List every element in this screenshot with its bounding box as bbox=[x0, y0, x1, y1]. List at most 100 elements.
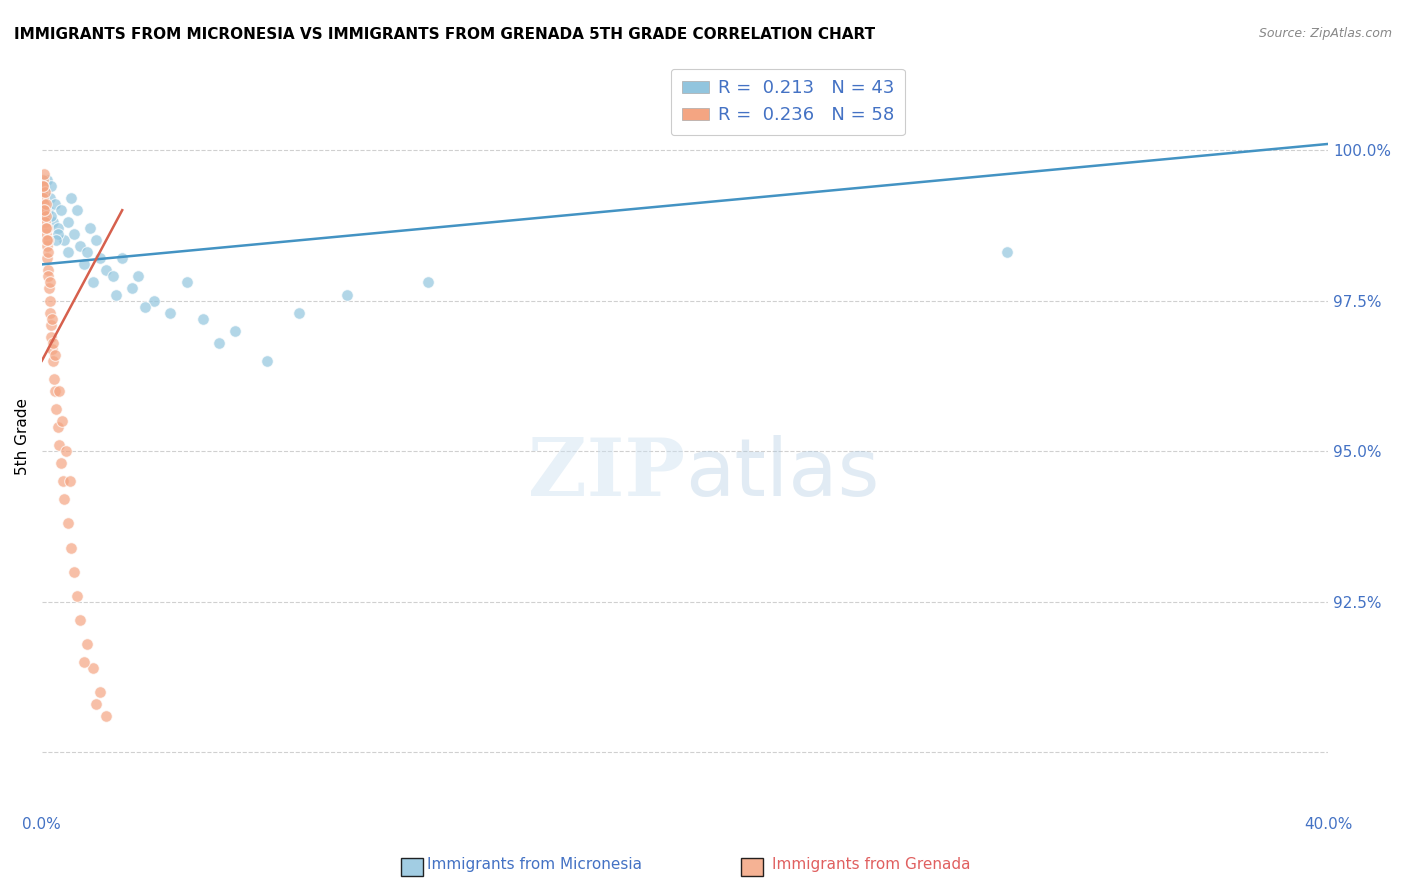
Point bbox=[76, 637, 98, 651]
Point bbox=[121, 281, 143, 295]
Point bbox=[86, 697, 108, 711]
Point bbox=[134, 300, 156, 314]
Point bbox=[224, 324, 246, 338]
Point bbox=[176, 276, 198, 290]
Point bbox=[41, 329, 63, 343]
Point bbox=[79, 221, 101, 235]
Point bbox=[94, 709, 117, 723]
Point bbox=[38, 293, 60, 308]
Text: Immigrants from Micronesia: Immigrants from Micronesia bbox=[427, 857, 641, 872]
Point bbox=[35, 209, 58, 223]
Point bbox=[32, 191, 55, 205]
Point bbox=[63, 227, 86, 242]
Point bbox=[86, 233, 108, 247]
Point bbox=[42, 353, 65, 368]
Point bbox=[35, 221, 58, 235]
Text: Source: ZipAtlas.com: Source: ZipAtlas.com bbox=[1258, 27, 1392, 40]
Point bbox=[38, 281, 60, 295]
Point bbox=[41, 342, 63, 356]
Point bbox=[39, 318, 62, 332]
Point bbox=[34, 185, 56, 199]
Point bbox=[101, 269, 124, 284]
Point bbox=[31, 185, 53, 199]
Point bbox=[53, 233, 76, 247]
Point bbox=[76, 245, 98, 260]
Point bbox=[159, 305, 181, 319]
Point bbox=[59, 191, 82, 205]
Y-axis label: 5th Grade: 5th Grade bbox=[15, 398, 30, 475]
Point bbox=[416, 276, 439, 290]
Point bbox=[32, 197, 55, 211]
Point bbox=[53, 492, 76, 507]
Point bbox=[37, 203, 59, 218]
Point bbox=[46, 227, 69, 242]
Point bbox=[35, 233, 58, 247]
Point bbox=[35, 173, 58, 187]
Point bbox=[34, 209, 56, 223]
Point bbox=[42, 335, 65, 350]
Point bbox=[35, 227, 58, 242]
Point bbox=[32, 179, 55, 194]
Point bbox=[104, 287, 127, 301]
Point bbox=[69, 239, 91, 253]
Point bbox=[39, 305, 62, 319]
Point bbox=[49, 456, 72, 470]
Point bbox=[89, 685, 111, 699]
Text: atlas: atlas bbox=[685, 434, 879, 513]
Point bbox=[56, 215, 79, 229]
Point bbox=[44, 384, 66, 398]
Point bbox=[56, 245, 79, 260]
Point bbox=[38, 191, 60, 205]
Text: Immigrants from Grenada: Immigrants from Grenada bbox=[772, 857, 972, 872]
Point bbox=[51, 414, 73, 428]
Point bbox=[208, 335, 231, 350]
Point bbox=[52, 475, 75, 489]
Point bbox=[37, 245, 59, 260]
Point bbox=[49, 203, 72, 218]
Point bbox=[34, 215, 56, 229]
Point bbox=[41, 209, 63, 223]
Point bbox=[31, 173, 53, 187]
Point bbox=[34, 203, 56, 218]
Point bbox=[72, 257, 94, 271]
Point bbox=[42, 215, 65, 229]
Point bbox=[143, 293, 166, 308]
Point bbox=[127, 269, 149, 284]
Point bbox=[55, 444, 77, 458]
Point bbox=[37, 233, 59, 247]
Point bbox=[45, 233, 67, 247]
Point bbox=[34, 185, 56, 199]
Point bbox=[288, 305, 311, 319]
Point bbox=[256, 353, 278, 368]
Point bbox=[45, 401, 67, 416]
Point bbox=[46, 221, 69, 235]
Point bbox=[72, 655, 94, 669]
Point bbox=[37, 269, 59, 284]
Point bbox=[46, 420, 69, 434]
Point bbox=[191, 311, 214, 326]
Point bbox=[44, 348, 66, 362]
Point bbox=[34, 221, 56, 235]
Point bbox=[66, 203, 89, 218]
Point bbox=[82, 276, 104, 290]
Point bbox=[69, 613, 91, 627]
Point bbox=[336, 287, 359, 301]
Point bbox=[111, 252, 134, 266]
Point bbox=[995, 245, 1018, 260]
Point bbox=[41, 179, 63, 194]
Point bbox=[38, 276, 60, 290]
Text: ZIP: ZIP bbox=[529, 434, 685, 513]
Point bbox=[44, 197, 66, 211]
Point bbox=[89, 252, 111, 266]
Point bbox=[34, 197, 56, 211]
Point bbox=[56, 516, 79, 531]
Legend: R =  0.213   N = 43, R =  0.236   N = 58: R = 0.213 N = 43, R = 0.236 N = 58 bbox=[671, 69, 905, 136]
Point bbox=[48, 438, 70, 452]
Text: IMMIGRANTS FROM MICRONESIA VS IMMIGRANTS FROM GRENADA 5TH GRADE CORRELATION CHAR: IMMIGRANTS FROM MICRONESIA VS IMMIGRANTS… bbox=[14, 27, 875, 42]
Point bbox=[32, 167, 55, 181]
Point bbox=[37, 263, 59, 277]
Point bbox=[59, 541, 82, 555]
Point bbox=[41, 311, 63, 326]
Point bbox=[82, 661, 104, 675]
Point bbox=[48, 384, 70, 398]
